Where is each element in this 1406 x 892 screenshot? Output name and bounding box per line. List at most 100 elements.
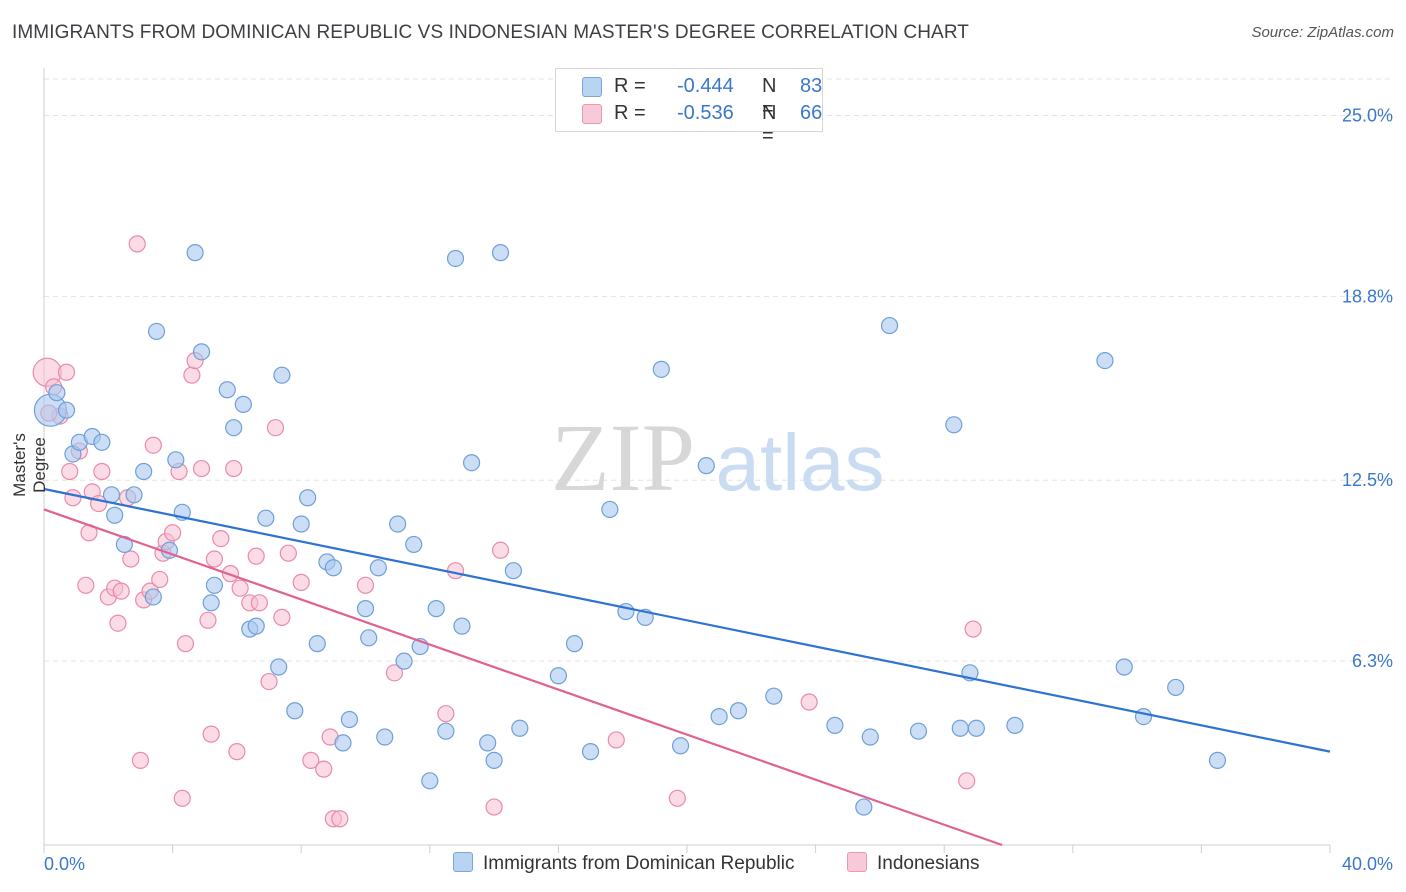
pink-point bbox=[131, 751, 150, 769]
pink-point bbox=[61, 462, 79, 481]
pink-point bbox=[315, 760, 333, 778]
blue-point bbox=[106, 506, 124, 524]
blue-point bbox=[1134, 708, 1153, 726]
pink-point bbox=[144, 436, 162, 454]
blue-point bbox=[437, 722, 455, 740]
blue-point bbox=[334, 734, 352, 752]
blue-point bbox=[909, 722, 928, 740]
y-axis-label: Master's Degree bbox=[10, 433, 49, 497]
pink-point bbox=[173, 789, 191, 807]
chart-title: IMMIGRANTS FROM DOMINICAN REPUBLIC VS IN… bbox=[12, 22, 970, 43]
blue-point bbox=[427, 600, 445, 618]
pink-point bbox=[437, 705, 455, 723]
y-tick-label: 6.3% bbox=[1352, 651, 1393, 671]
blue-point bbox=[1167, 678, 1185, 697]
legend-r-label: R = bbox=[614, 102, 646, 124]
pink-point bbox=[279, 544, 297, 562]
pink-point bbox=[212, 529, 230, 548]
blue-point bbox=[479, 734, 497, 752]
y-tick-label: 18.8% bbox=[1342, 286, 1393, 306]
trend-lines bbox=[43, 487, 1331, 847]
blue-point bbox=[826, 716, 844, 734]
blue-point bbox=[202, 594, 220, 612]
blue-point bbox=[292, 515, 310, 533]
pink-point bbox=[964, 620, 982, 638]
source-label: Source: ZipAtlas.com bbox=[1251, 24, 1394, 41]
blue-point bbox=[1115, 658, 1133, 676]
pink-point bbox=[668, 789, 686, 807]
blue-point bbox=[453, 617, 471, 635]
blue-point bbox=[324, 559, 342, 577]
pink-point bbox=[192, 459, 211, 478]
blue-point bbox=[167, 451, 185, 469]
pink-point bbox=[485, 798, 503, 816]
pink-point bbox=[250, 594, 269, 612]
blue-point bbox=[218, 381, 236, 399]
blue-point bbox=[308, 635, 326, 653]
blue-point bbox=[697, 457, 715, 475]
blue-point bbox=[491, 244, 510, 262]
blue-point bbox=[48, 384, 66, 402]
blue-point bbox=[504, 562, 522, 580]
blue-trend-line bbox=[43, 487, 1331, 753]
legend-n-value: 66 bbox=[800, 102, 823, 124]
pink-point bbox=[958, 772, 976, 790]
blue-point bbox=[951, 719, 969, 737]
legend-r-label: R = bbox=[614, 75, 646, 97]
blue-point bbox=[565, 635, 584, 653]
blue-series-points bbox=[33, 244, 1227, 816]
blue-point bbox=[652, 360, 670, 378]
legend-swatch-blue bbox=[582, 77, 602, 97]
pink-point bbox=[183, 366, 201, 384]
pink-point bbox=[112, 582, 130, 600]
blue-point bbox=[462, 454, 481, 472]
blue-point bbox=[125, 486, 143, 504]
pink-point bbox=[64, 489, 82, 507]
blue-point bbox=[485, 751, 503, 769]
blue-point bbox=[192, 343, 211, 361]
blue-point bbox=[234, 395, 252, 413]
blue-point bbox=[511, 719, 529, 737]
pink-point bbox=[176, 635, 195, 653]
blue-point bbox=[135, 462, 153, 481]
blue-point bbox=[360, 629, 378, 647]
y-tick-label: 12.5% bbox=[1342, 470, 1393, 490]
pink-point bbox=[331, 810, 349, 828]
watermark: ZIP atlas bbox=[551, 404, 884, 511]
pink-point bbox=[122, 550, 140, 568]
blue-point bbox=[144, 588, 162, 606]
blue-point bbox=[446, 249, 465, 268]
blue-point bbox=[389, 515, 407, 533]
blue-point bbox=[581, 743, 600, 761]
blue-point bbox=[225, 419, 243, 437]
pink-point bbox=[800, 693, 818, 711]
blue-point bbox=[186, 244, 204, 262]
blue-point bbox=[861, 728, 879, 746]
pink-point bbox=[266, 419, 285, 437]
blue-point bbox=[945, 416, 963, 434]
pink-point bbox=[109, 614, 127, 632]
pink-point bbox=[446, 562, 465, 580]
blue-point bbox=[257, 509, 275, 527]
blue-point bbox=[549, 667, 568, 685]
pink-point bbox=[247, 547, 265, 565]
pink-point bbox=[93, 462, 111, 481]
x-tick-label: 0.0% bbox=[44, 854, 85, 874]
blue-point bbox=[340, 710, 359, 729]
blue-point bbox=[270, 658, 288, 676]
pink-point bbox=[260, 672, 278, 691]
blue-point bbox=[273, 366, 291, 384]
pink-point bbox=[231, 579, 249, 597]
series-name-blue: Immigrants from Dominican Republic bbox=[483, 853, 795, 874]
series-swatch-pink bbox=[847, 852, 867, 872]
blue-point bbox=[729, 702, 748, 720]
pink-point bbox=[302, 751, 320, 769]
pink-point bbox=[77, 576, 95, 594]
watermark-atlas: atlas bbox=[716, 418, 885, 507]
pink-point bbox=[292, 573, 310, 591]
blue-point bbox=[369, 559, 387, 577]
blue-point bbox=[299, 489, 317, 507]
blue-point bbox=[967, 719, 985, 737]
tick-labels: 6.3% 12.5% 18.8% 25.0% 0.0% 40.0% bbox=[44, 105, 1393, 874]
pink-series-points bbox=[32, 235, 982, 828]
